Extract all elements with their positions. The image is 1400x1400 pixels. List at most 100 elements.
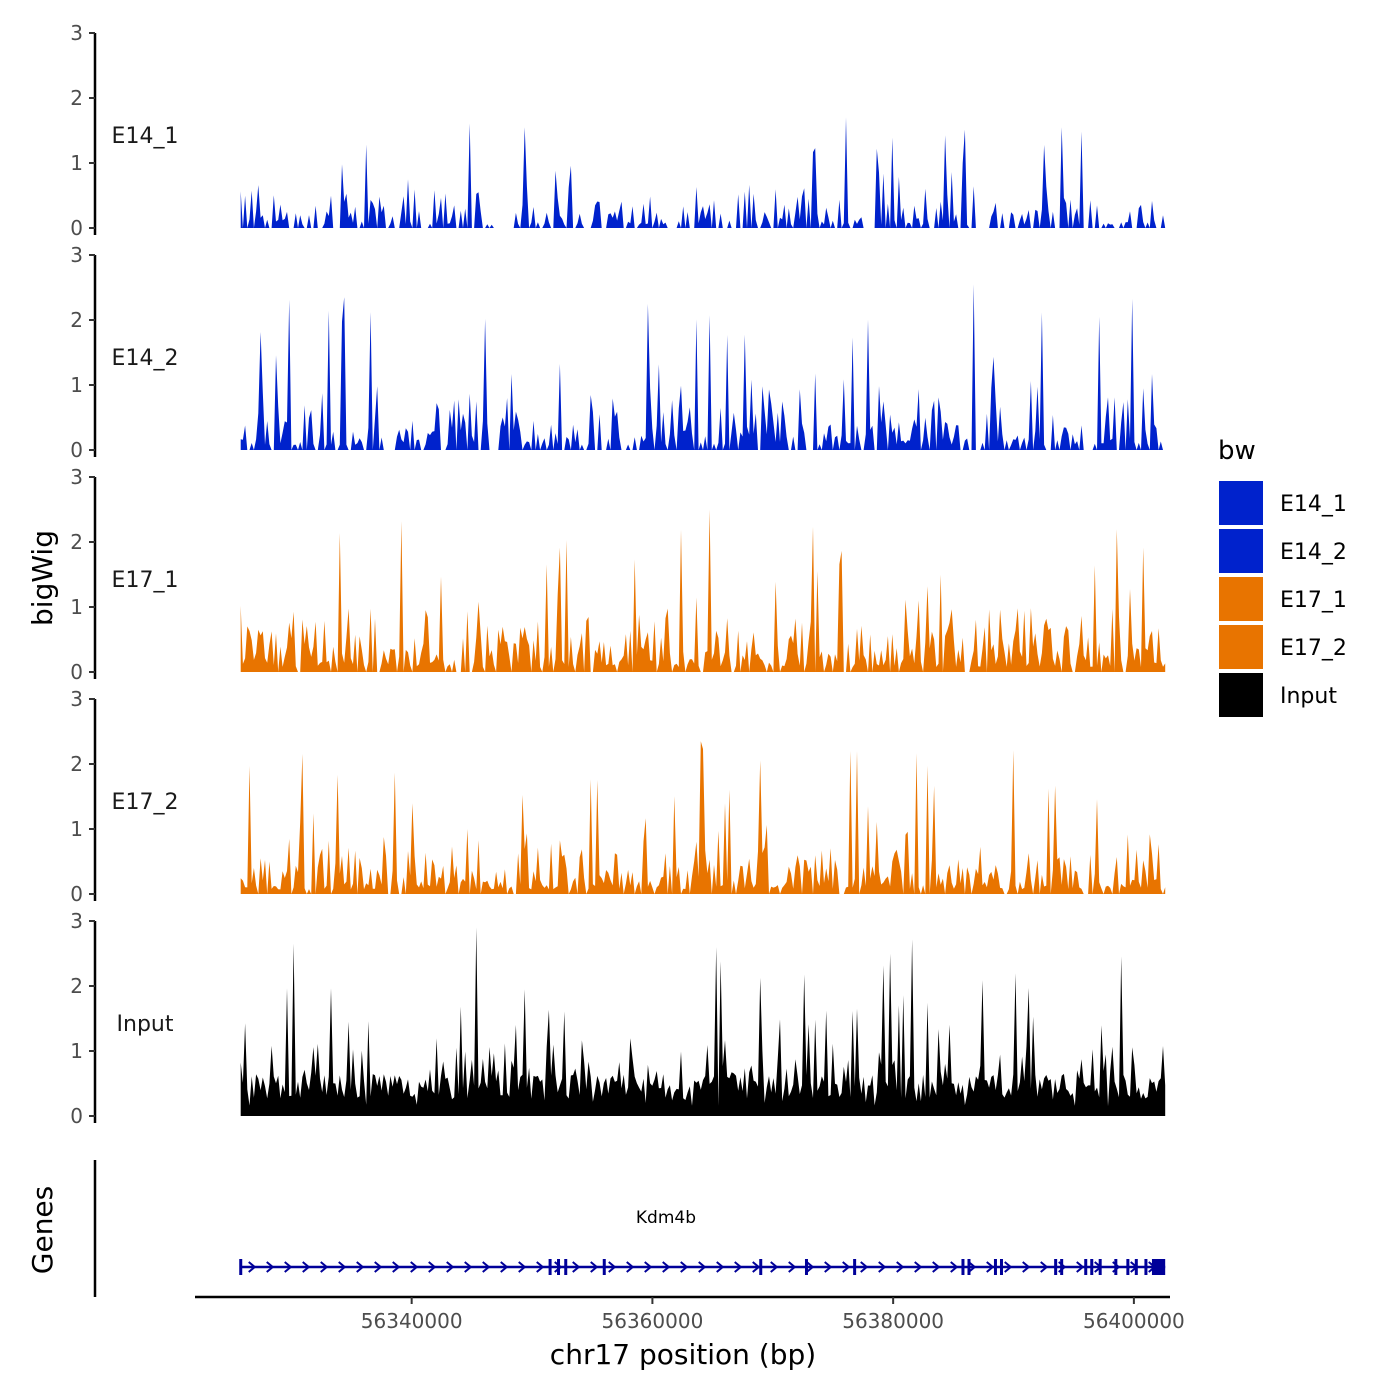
strand-arrow [356,1261,365,1273]
exon [602,1259,606,1275]
strand-arrow [950,1261,959,1273]
strand-arrow [410,1261,419,1273]
legend-swatch [1217,575,1265,623]
signal-area [240,284,1166,450]
strand-arrow [482,1261,491,1273]
track-label: E14_2 [112,346,179,371]
y-tick-label: 2 [70,974,83,998]
exon [1114,1259,1118,1275]
x-tick-label: 56380000 [842,1309,944,1333]
legend-label: E17_2 [1280,636,1347,661]
signal-tracks: 0 1 2 3 E14_1 0 1 2 3 E14_2 0 1 2 3 E17_1 0 1 2 3 E17_2 0 1 2 3… [70,21,1166,1128]
gene-track-title: Genes [26,1186,59,1274]
strand-arrow [968,1261,977,1273]
strand-arrow [320,1261,329,1273]
y-tick-label: 2 [70,530,83,554]
exon [548,1259,552,1275]
y-tick-label: 0 [70,216,83,240]
gene-label: Kdm4b [636,1208,696,1228]
exon [1060,1259,1064,1275]
strand-arrow [986,1261,995,1273]
gene-track: Kdm4b [93,1160,1166,1297]
y-tick-label: 3 [70,243,83,267]
exon [993,1259,997,1275]
strand-arrow [338,1261,347,1273]
strand-arrow [266,1261,275,1273]
strand-arrow [284,1261,293,1273]
strand-arrow [500,1261,509,1273]
legend-label: E17_1 [1280,588,1347,613]
legend-swatch [1217,671,1265,719]
strand-arrow [680,1261,689,1273]
strand-arrow [716,1261,725,1273]
strand-arrow [608,1261,617,1273]
exon [1144,1259,1148,1275]
strand-arrow [1004,1261,1013,1273]
exon [1090,1259,1094,1275]
y-tick-label: 1 [70,595,83,619]
strand-arrow [644,1261,653,1273]
y-tick-label: 3 [70,21,83,45]
strand-arrow [770,1261,779,1273]
strand-arrow [1022,1261,1031,1273]
exon [239,1259,243,1275]
y-tick-label: 2 [70,752,83,776]
exon [1054,1259,1058,1275]
legend-label: E14_2 [1280,540,1347,565]
signal-area [240,509,1166,672]
y-tick-label: 3 [70,687,83,711]
strand-arrow [1040,1261,1049,1273]
y-tick-label: 1 [70,1039,83,1063]
exon [759,1259,763,1275]
signal-area [240,741,1166,894]
exon [1134,1259,1138,1275]
exon [1098,1259,1102,1275]
strand-arrow [932,1261,941,1273]
signal-area [240,117,1166,228]
strand-arrow [302,1261,311,1273]
y-tick-label: 3 [70,465,83,489]
strand-arrow [806,1261,815,1273]
strand-arrow [518,1261,527,1273]
x-axis-title: chr17 position (bp) [550,1338,816,1371]
y-axis-title: bigWig [26,530,59,626]
strand-arrow [572,1261,581,1273]
strand-arrow [464,1261,473,1273]
exon [804,1259,808,1275]
y-tick-label: 2 [70,86,83,110]
y-tick-label: 1 [70,817,83,841]
strand-arrow [428,1261,437,1273]
x-tick-label: 56340000 [361,1309,463,1333]
strand-arrow [734,1261,743,1273]
exon [1151,1259,1166,1275]
strand-arrow [662,1261,671,1273]
strand-arrow [1076,1261,1085,1273]
strand-arrow [248,1261,257,1273]
x-axis: 56340000 56360000 56380000 56400000 [195,1295,1185,1333]
strand-arrow [392,1261,401,1273]
x-tick-label: 56360000 [602,1309,704,1333]
exon [1084,1259,1088,1275]
y-tick-label: 1 [70,373,83,397]
strand-arrow [446,1261,455,1273]
strand-arrow [878,1261,887,1273]
y-tick-label: 0 [70,660,83,684]
legend-label: Input [1280,684,1337,709]
strand-arrow [698,1261,707,1273]
y-tick-label: 0 [70,438,83,462]
legend-title: bw [1218,436,1256,466]
signal-area [240,927,1166,1116]
track-label: E17_2 [112,790,179,815]
legend-label: E14_1 [1280,492,1347,517]
y-tick-label: 0 [70,1104,83,1128]
strand-arrow [914,1261,923,1273]
legend-swatch [1217,623,1265,671]
strand-arrow [374,1261,383,1273]
strand-arrow [824,1261,833,1273]
legend-swatch [1217,479,1265,527]
exon [853,1259,857,1275]
strand-arrow [860,1261,869,1273]
exon [557,1259,561,1275]
exon [961,1259,965,1275]
